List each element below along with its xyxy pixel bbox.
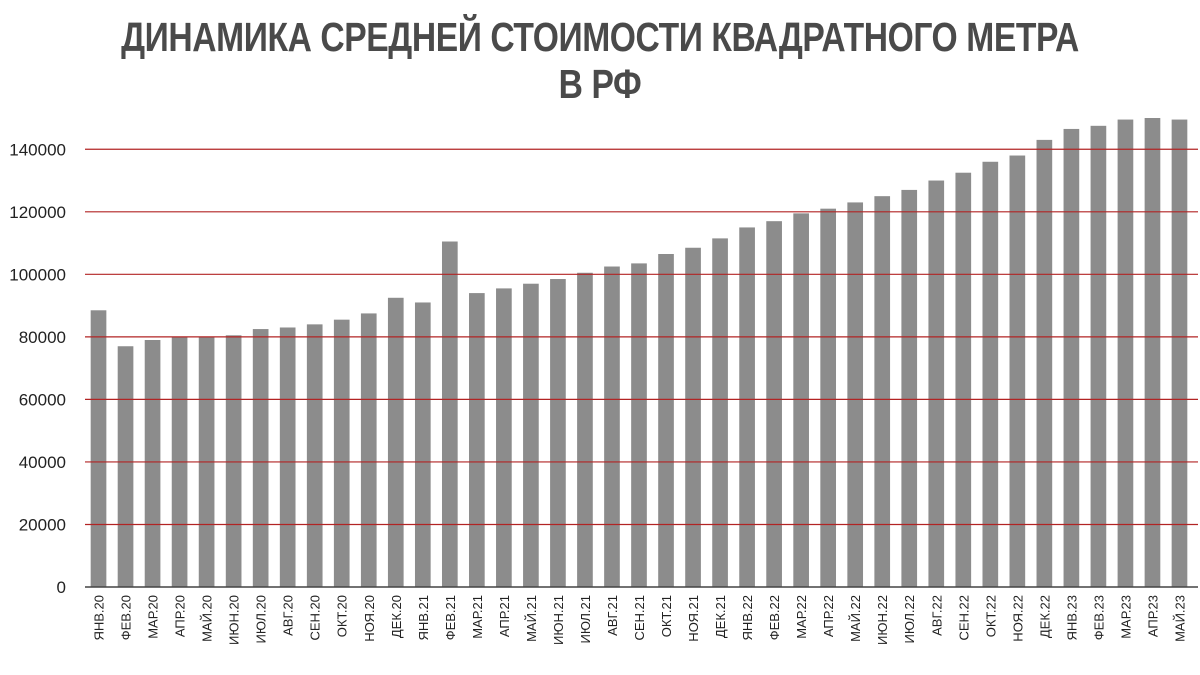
x-tick-label: АВГ.20 <box>281 595 296 636</box>
bar-1 <box>90 310 107 587</box>
x-tick-label: ОКТ.22 <box>983 595 998 637</box>
x-tick-label: ФЕВ.22 <box>767 595 782 640</box>
bar-25 <box>739 227 755 587</box>
x-tick-label: ИЮЛ.21 <box>578 595 593 644</box>
x-tick-label: ИЮЛ.22 <box>902 595 917 644</box>
y-tick-label: 20000 <box>19 515 66 534</box>
x-tick-label: ИЮН.22 <box>875 595 890 645</box>
x-tick-label: МАЙ.22 <box>848 595 863 642</box>
y-tick-label: 40000 <box>19 453 66 472</box>
x-tick-label: АВГ.21 <box>605 595 620 636</box>
bar-31 <box>901 189 918 587</box>
x-tick-label: ОКТ.20 <box>335 595 350 637</box>
bar-17 <box>523 283 539 587</box>
bar-40 <box>1144 118 1161 587</box>
bar-19 <box>577 272 593 587</box>
y-tick-label: 80000 <box>19 328 66 347</box>
x-tick-label: АПР.23 <box>1145 595 1160 637</box>
x-tick-label: АПР.21 <box>497 595 512 637</box>
bar-12 <box>387 297 404 587</box>
x-tick-label: ДЕК.20 <box>389 595 404 638</box>
x-tick-label: НОЯ.21 <box>686 595 701 642</box>
bar-27 <box>793 213 809 587</box>
x-tick-label: МАР.23 <box>1118 595 1133 639</box>
bar-16 <box>496 288 512 587</box>
x-tick-label: АПР.20 <box>173 595 188 637</box>
bar-37 <box>1063 128 1080 587</box>
bar-20 <box>604 266 620 587</box>
x-tick-label: ЯНВ.22 <box>740 595 755 641</box>
x-tick-label: СЕН.20 <box>308 595 323 641</box>
bar-39 <box>1117 119 1134 588</box>
bar-13 <box>414 302 431 587</box>
x-tick-label: МАЙ.21 <box>524 595 539 642</box>
bar-18 <box>550 279 566 587</box>
x-tick-label: ЯНВ.20 <box>92 595 107 641</box>
x-tick-label: ФЕВ.20 <box>119 595 134 640</box>
y-tick-label: 140000 <box>9 140 66 159</box>
x-tick-label: СЕН.21 <box>632 595 647 641</box>
bar-8 <box>279 327 296 587</box>
bar-24 <box>712 238 728 588</box>
bar-22 <box>658 254 674 587</box>
bar-36 <box>1036 139 1053 588</box>
x-tick-label: ИЮН.21 <box>551 595 566 645</box>
x-tick-label: ИЮН.20 <box>227 595 242 645</box>
x-tick-label: ДЕК.22 <box>1037 595 1052 638</box>
x-tick-label: АПР.22 <box>821 595 836 637</box>
y-tick-label: 0 <box>57 578 66 597</box>
x-tick-label: ОКТ.21 <box>659 595 674 637</box>
bar-35 <box>1009 155 1026 587</box>
bar-30 <box>874 196 891 587</box>
bar-29 <box>847 202 864 588</box>
bar-15 <box>469 293 485 587</box>
chart-title: ДИНАМИКА СРЕДНЕЙ СТОИМОСТИ КВАДРАТНОГО М… <box>121 14 1079 107</box>
bar-26 <box>766 221 782 587</box>
x-tick-label: МАЙ.20 <box>200 595 215 642</box>
x-tick-label: МАЙ.23 <box>1172 595 1187 642</box>
bar-34 <box>982 161 999 588</box>
x-tick-label: ФЕВ.23 <box>1091 595 1106 640</box>
bar-23 <box>685 247 701 588</box>
bar-9 <box>306 324 323 587</box>
x-tick-label: ЯНВ.21 <box>416 595 431 641</box>
bar-21 <box>631 263 647 587</box>
bar-6 <box>225 335 242 587</box>
x-tick-label: ФЕВ.21 <box>443 595 458 640</box>
x-tick-label: АВГ.22 <box>929 595 944 636</box>
y-tick-label: 100000 <box>9 265 66 284</box>
x-tick-label: МАР.20 <box>146 595 161 639</box>
x-tick-label: МАР.22 <box>794 595 809 639</box>
bar-11 <box>360 313 377 587</box>
bar-3 <box>144 339 161 587</box>
bar-32 <box>928 180 945 588</box>
y-tick-label: 60000 <box>19 390 66 409</box>
bar-7 <box>252 329 269 587</box>
x-tick-label: НОЯ.20 <box>362 595 377 642</box>
bar-38 <box>1090 125 1107 588</box>
bar-14 <box>441 241 458 587</box>
x-tick-label: НОЯ.22 <box>1010 595 1025 642</box>
bar-2 <box>117 346 134 587</box>
x-tick-label: ЯНВ.23 <box>1064 595 1079 641</box>
y-tick-label: 120000 <box>9 203 66 222</box>
bar-10 <box>333 319 350 587</box>
bar-33 <box>955 172 972 587</box>
bar-41 <box>1171 119 1188 588</box>
bar-28 <box>820 208 837 587</box>
x-tick-label: МАР.21 <box>470 595 485 639</box>
x-tick-label: СЕН.22 <box>956 595 971 641</box>
x-tick-label: ДЕК.21 <box>713 595 728 638</box>
x-tick-label: ИЮЛ.20 <box>254 595 269 644</box>
